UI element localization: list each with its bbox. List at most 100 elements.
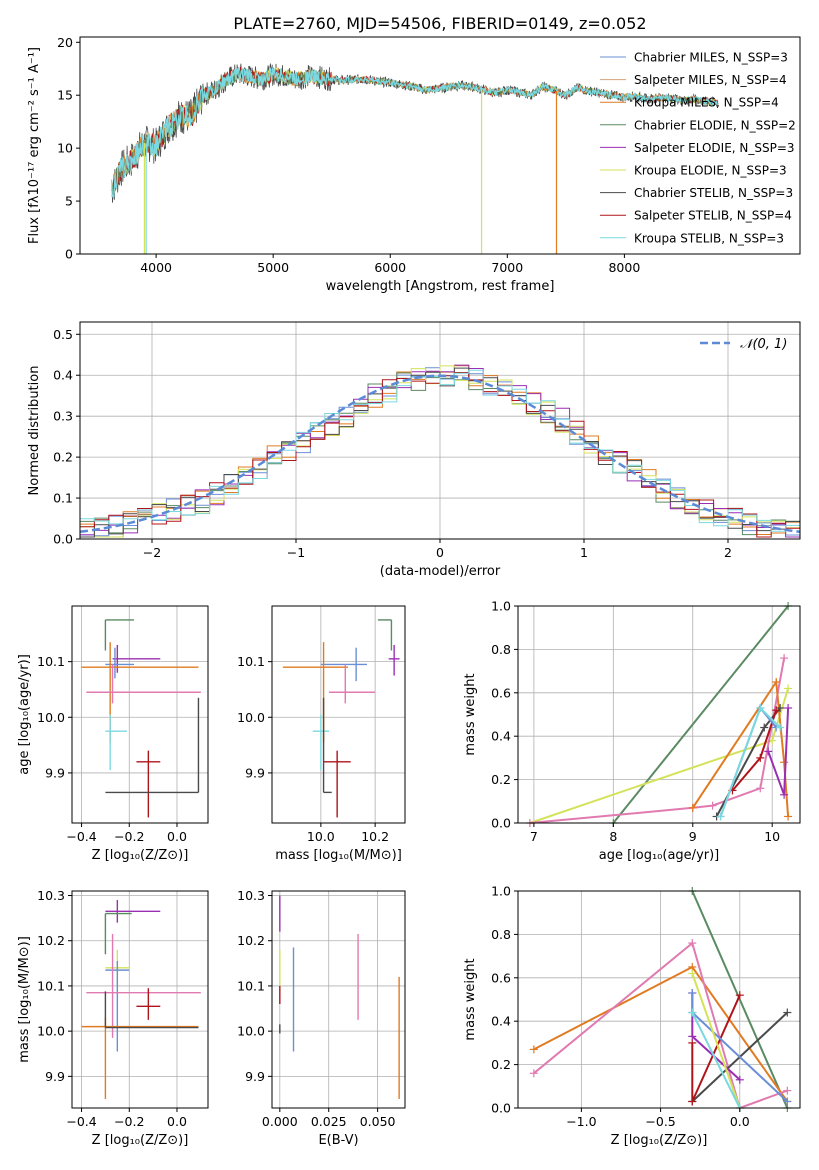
x-axis-label: mass [log₁₀(M/M⊙)] [275, 848, 402, 863]
y-tick-label: 0.4 [53, 368, 73, 383]
weight-line [691, 679, 790, 817]
plot-data [79, 364, 801, 538]
legend-label: Chabrier STELIB, N_SSP=3 [634, 186, 793, 200]
axes: −0.4 −0.2 0.0 9.9 10.0 10.1 10.2 10.3 Z [log₁₀(Z… [17, 888, 209, 1148]
y-tick-label: 1.0 [491, 884, 511, 899]
y-tick-label: 0.2 [53, 450, 73, 465]
plot-data [81, 900, 201, 1099]
y-tick-label: 0.4 [491, 1014, 511, 1029]
y-tick-label: 10 [57, 141, 73, 156]
x-tick-label: 0.000 [262, 1114, 298, 1129]
panel-spectrum: 4000 5000 6000 7000 8000 0 5 10 15 20 wavelength [… [27, 35, 801, 294]
y-tick-label: 0.6 [491, 685, 511, 700]
y-tick-label: 10.3 [37, 888, 65, 903]
axes: 7 8 9 10 0.0 0.2 0.4 0.6 0.8 1.0 age [log₁₀(age/yr… [463, 599, 801, 863]
y-tick-label: 9.9 [245, 765, 265, 780]
axes: −2 −1 0 1 2 0.0 0.1 0.2 0.3 0.4 0.5 (data-model)/er… [27, 321, 801, 579]
x-tick-label: 0.0 [167, 1114, 187, 1129]
axes-frame [271, 890, 406, 1109]
y-tick-label: 0.0 [491, 1101, 511, 1116]
y-tick-label: 9.9 [245, 1069, 265, 1084]
x-tick-label: −1 [287, 545, 305, 560]
legend-label: Salpeter MILES, N_SSP=4 [634, 73, 787, 87]
x-tick-label: 10.2 [361, 829, 389, 844]
figure-title: PLATE=2760, MJD=54506, FIBERID=0149, z=0… [233, 14, 646, 33]
y-tick-label: 10.3 [237, 888, 265, 903]
x-tick-label: −1.0 [566, 1114, 596, 1129]
x-tick-label: 5000 [257, 260, 289, 275]
weight-line [533, 941, 788, 1110]
axes: 0.000 0.025 0.050 9.9 10.0 10.1 10.2 10.3 E(B-V) [237, 888, 406, 1148]
axes-frame [517, 890, 801, 1109]
axes: 10.0 10.2 9.9 10.0 10.1 mass [log₁₀(M/M⊙)] [237, 605, 406, 863]
x-tick-label: 0.0 [730, 1114, 750, 1129]
x-axis-label: E(B-V) [318, 1133, 358, 1148]
y-tick-label: 0.6 [491, 970, 511, 985]
y-tick-label: 15 [57, 88, 73, 103]
axes-frame [71, 605, 209, 824]
plot-data [282, 619, 400, 818]
x-tick-label: 7000 [491, 260, 523, 275]
axes-frame [79, 36, 801, 255]
y-tick-label: 10.0 [237, 710, 265, 725]
x-tick-label: −2 [143, 545, 161, 560]
panel-age-vs-Z: −0.4 −0.2 0.0 9.9 10.0 10.1 Z [log₁₀(Z/Z⊙)] age… [17, 605, 209, 863]
legend-label: 𝒩(0, 1) [740, 337, 787, 352]
y-tick-label: 10.1 [37, 978, 65, 993]
axes-frame [517, 605, 801, 824]
x-axis-label: Z [log₁₀(Z/Z⊙)] [92, 848, 189, 863]
y-tick-label: 0.5 [53, 327, 73, 342]
y-tick-label: 20 [57, 35, 73, 50]
panel-mass-weight-vs-Z: −1.0 −0.5 0.0 0.0 0.2 0.4 0.6 0.8 1.0 Z [log₁₀(Z/… [463, 884, 801, 1148]
x-tick-label: 10 [764, 829, 780, 844]
x-tick-label: 0.0 [167, 829, 187, 844]
weight-line [691, 973, 741, 1109]
axes-frame [271, 605, 406, 824]
y-tick-label: 0.0 [53, 532, 73, 547]
x-axis-label: wavelength [Angstrom, rest frame] [326, 279, 555, 294]
y-tick-label: 0.4 [491, 729, 511, 744]
y-tick-label: 0.3 [53, 409, 73, 424]
y-axis-label: mass [log₁₀(M/M⊙)] [17, 936, 32, 1063]
x-tick-label: 0 [436, 545, 444, 560]
axes: 4000 5000 6000 7000 8000 0 5 10 15 20 wavelength [… [27, 35, 801, 294]
y-tick-label: 0.2 [491, 772, 511, 787]
y-tick-label: 10.1 [237, 978, 265, 993]
x-tick-label: 0.050 [360, 1114, 396, 1129]
x-tick-label: −0.4 [66, 829, 96, 844]
legend-label: Salpeter ELODIE, N_SSP=3 [634, 141, 795, 155]
y-tick-label: 0.8 [491, 927, 511, 942]
y-tick-label: 0.2 [491, 1057, 511, 1072]
y-tick-label: 10.2 [37, 933, 65, 948]
x-tick-label: −0.2 [114, 829, 144, 844]
legend-label: Chabrier ELODIE, N_SSP=2 [634, 118, 796, 132]
y-tick-label: 10.0 [237, 1024, 265, 1039]
axes-frame [71, 890, 209, 1109]
y-tick-label: 10.1 [37, 654, 65, 669]
normal-curve [79, 374, 801, 534]
legend-label: Chabrier MILES, N_SSP=3 [634, 51, 788, 65]
plot-data [111, 63, 719, 254]
y-tick-label: 0 [65, 247, 73, 262]
axes: −0.4 −0.2 0.0 9.9 10.0 10.1 Z [log₁₀(Z/Z⊙)] age… [17, 605, 209, 863]
y-tick-label: 10.2 [237, 933, 265, 948]
plot-data [529, 887, 792, 1112]
x-tick-label: 8 [609, 829, 617, 844]
y-axis-label: mass weight [463, 673, 478, 755]
weight-line [691, 1012, 741, 1109]
x-axis-label: Z [log₁₀(Z/Z⊙)] [611, 1133, 708, 1148]
y-tick-label: 0.0 [491, 816, 511, 831]
y-tick-label: 9.9 [45, 1069, 65, 1084]
y-tick-label: 10.0 [37, 1024, 65, 1039]
plot-data [81, 619, 201, 818]
legend-label: Kroupa MILES, N_SSP=4 [634, 96, 779, 110]
legend: 𝒩(0, 1) [700, 337, 787, 352]
axes: −1.0 −0.5 0.0 0.0 0.2 0.4 0.6 0.8 1.0 Z [log₁₀(Z/… [463, 884, 801, 1148]
spectrum-line [111, 67, 719, 198]
weight-line [691, 890, 789, 1109]
y-axis-label: age [log₁₀(age/yr)] [17, 654, 32, 775]
y-axis-label: Flux [fλ10⁻¹⁷ erg cm⁻² s⁻¹ A⁻¹] [27, 47, 42, 244]
x-tick-label: −0.2 [114, 1114, 144, 1129]
x-tick-label: 6000 [374, 260, 406, 275]
